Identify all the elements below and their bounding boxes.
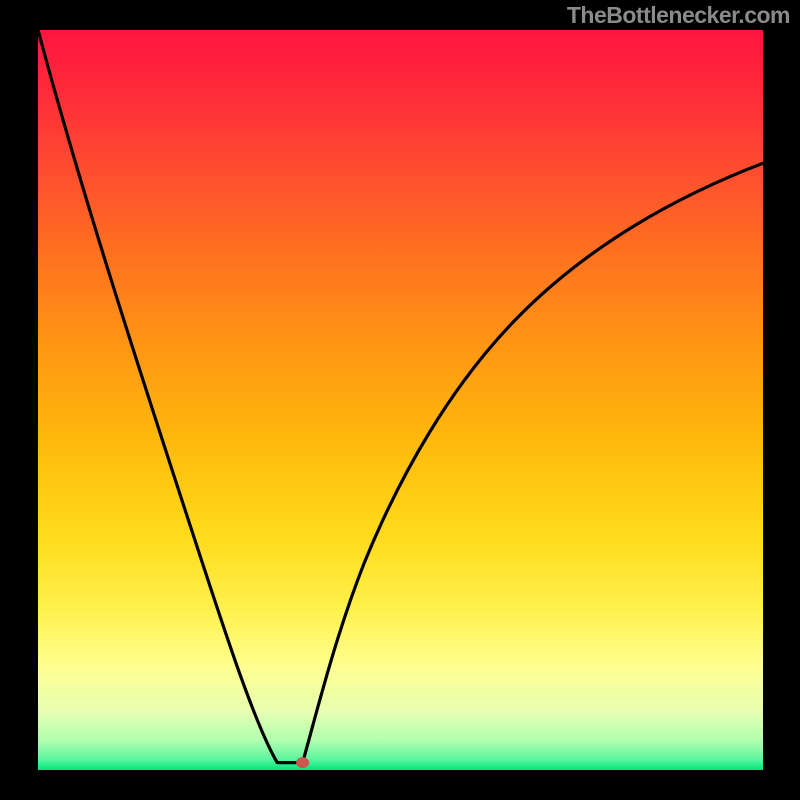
watermark-text: TheBottlenecker.com bbox=[567, 2, 790, 29]
plot-svg bbox=[38, 30, 763, 770]
optimal-point-marker bbox=[296, 757, 309, 768]
chart-container: TheBottlenecker.com bbox=[0, 0, 800, 800]
gradient-background bbox=[38, 30, 763, 770]
plot-area bbox=[38, 30, 763, 770]
